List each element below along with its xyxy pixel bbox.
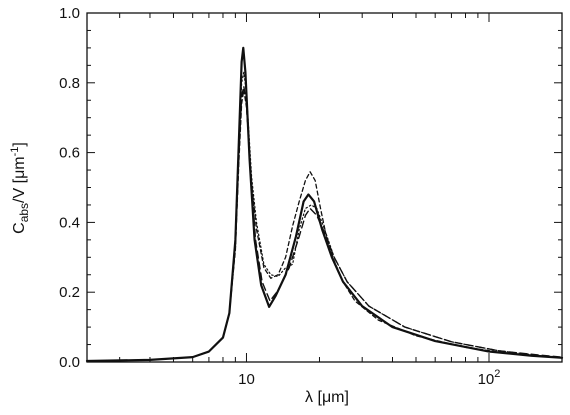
- y-axis-label-sup: -1: [9, 147, 21, 157]
- y-axis-label-close: ]: [11, 142, 28, 146]
- plot-frame: [86, 12, 563, 363]
- series-layer: [85, 46, 564, 363]
- y-tick-label: 0.0: [59, 354, 80, 371]
- y-tick-label: 0.8: [59, 75, 80, 92]
- y-axis-label-tail: /V [μm: [11, 156, 28, 203]
- y-axis-label-main: C: [11, 222, 28, 234]
- series-line-solid: [85, 46, 564, 363]
- y-axis-label-sub: abs: [17, 203, 31, 222]
- x-tick-label: 102: [478, 368, 501, 388]
- tick-labels: 0.00.20.40.60.81.010 102: [59, 5, 500, 388]
- series-line-short-dashed: [86, 89, 563, 362]
- y-tick-label: 0.4: [59, 214, 80, 231]
- series-line-dotted: [86, 71, 563, 362]
- series-line-dashed: [86, 85, 563, 362]
- x-tick-label-base: 10: [478, 371, 495, 388]
- axis-ticks: [87, 12, 563, 363]
- x-tick-label: 10: [238, 371, 255, 388]
- x-tick-label-base: 10: [238, 371, 255, 388]
- x-axis-label: λ [μm]: [305, 389, 349, 406]
- x-tick-label-exponent: 2: [494, 368, 500, 380]
- y-axis-label: Cabs/V [μm-1]: [9, 142, 31, 234]
- y-tick-label: 0.6: [59, 145, 80, 162]
- y-tick-label: 1.0: [59, 5, 80, 22]
- y-tick-label: 0.2: [59, 284, 80, 301]
